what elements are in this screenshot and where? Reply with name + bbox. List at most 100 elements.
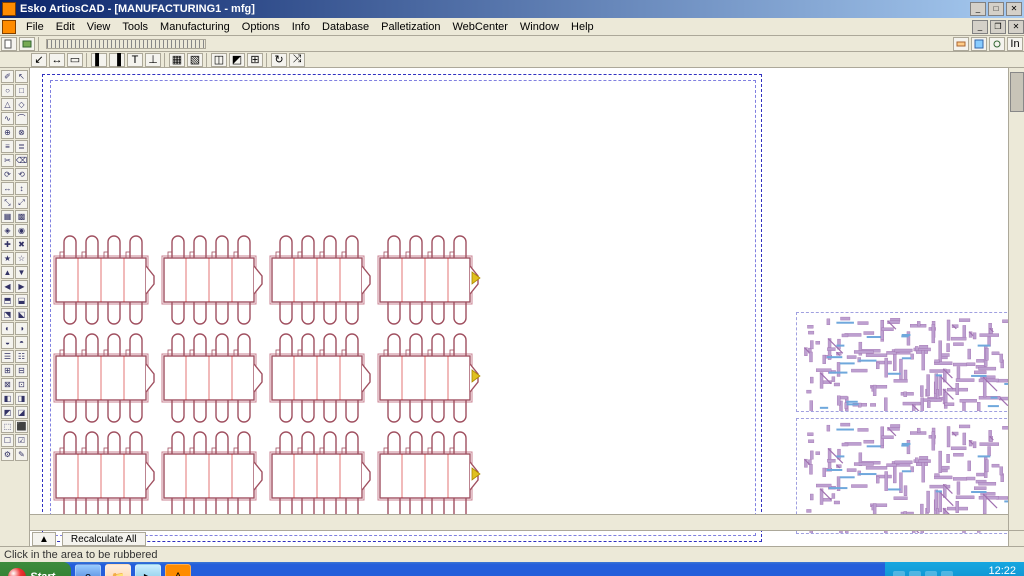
tool-1[interactable]: ↖ bbox=[15, 70, 28, 83]
tool-35[interactable]: ⬕ bbox=[15, 308, 28, 321]
tool-54[interactable]: ⚙ bbox=[1, 448, 14, 461]
tool-26[interactable]: ★ bbox=[1, 252, 14, 265]
sec-btn-11[interactable]: ◩ bbox=[229, 53, 245, 67]
tool-32[interactable]: ⬒ bbox=[1, 294, 14, 307]
horizontal-scrollbar[interactable] bbox=[30, 514, 1008, 530]
tool-8[interactable]: ⊕ bbox=[1, 126, 14, 139]
tool-40[interactable]: ☰ bbox=[1, 350, 14, 363]
tool-42[interactable]: ⊞ bbox=[1, 364, 14, 377]
sec-btn-13[interactable]: ↻ bbox=[271, 53, 287, 67]
taskbar-ie-icon[interactable]: e bbox=[75, 564, 101, 576]
mdi-restore-button[interactable]: ❐ bbox=[990, 20, 1006, 34]
menu-help[interactable]: Help bbox=[565, 20, 600, 34]
menu-file[interactable]: File bbox=[20, 20, 50, 34]
tool-27[interactable]: ☆ bbox=[15, 252, 28, 265]
tool-3[interactable]: □ bbox=[15, 84, 28, 97]
taskbar-app-icon[interactable]: A bbox=[165, 564, 191, 576]
sec-btn-2[interactable]: ↔ bbox=[49, 53, 65, 67]
tool-5[interactable]: ◇ bbox=[15, 98, 28, 111]
sec-btn-7[interactable]: ⊥ bbox=[145, 53, 161, 67]
menu-database[interactable]: Database bbox=[316, 20, 375, 34]
tool-23[interactable]: ◉ bbox=[15, 224, 28, 237]
menu-tools[interactable]: Tools bbox=[116, 20, 154, 34]
tool-22[interactable]: ◈ bbox=[1, 224, 14, 237]
tool-33[interactable]: ⬓ bbox=[15, 294, 28, 307]
tool-46[interactable]: ◧ bbox=[1, 392, 14, 405]
recalculate-button[interactable]: Recalculate All bbox=[62, 532, 146, 546]
tool-14[interactable]: ⟳ bbox=[1, 168, 14, 181]
mdi-close-button[interactable]: ✕ bbox=[1008, 20, 1024, 34]
toolbar-btn-2[interactable] bbox=[19, 37, 35, 51]
taskbar-media-icon[interactable]: ▶ bbox=[135, 564, 161, 576]
toolbar-btn-refresh[interactable] bbox=[989, 37, 1005, 51]
menu-manufacturing[interactable]: Manufacturing bbox=[154, 20, 236, 34]
toolbar-btn-layer[interactable] bbox=[953, 37, 969, 51]
tool-28[interactable]: ▲ bbox=[1, 266, 14, 279]
tool-17[interactable]: ↕ bbox=[15, 182, 28, 195]
toolbar-btn-view[interactable] bbox=[971, 37, 987, 51]
taskbar-explorer-icon[interactable]: 📁 bbox=[105, 564, 131, 576]
tool-41[interactable]: ☷ bbox=[15, 350, 28, 363]
tool-37[interactable]: ◑ bbox=[15, 322, 28, 335]
tool-44[interactable]: ⊠ bbox=[1, 378, 14, 391]
sec-btn-3[interactable]: ▭ bbox=[67, 53, 83, 67]
tool-18[interactable]: ⤡ bbox=[1, 196, 14, 209]
tool-2[interactable]: ○ bbox=[1, 84, 14, 97]
sec-btn-6[interactable]: T bbox=[127, 53, 143, 67]
tool-51[interactable]: ⬛ bbox=[15, 420, 28, 433]
tray-icon-1[interactable] bbox=[893, 571, 905, 576]
toolbar-btn-info[interactable]: In bbox=[1007, 37, 1023, 51]
sec-btn-10[interactable]: ◫ bbox=[211, 53, 227, 67]
tool-11[interactable]: ≣ bbox=[15, 140, 28, 153]
tool-49[interactable]: ◪ bbox=[15, 406, 28, 419]
maximize-button[interactable]: □ bbox=[988, 2, 1004, 16]
tool-34[interactable]: ⬔ bbox=[1, 308, 14, 321]
tool-30[interactable]: ◀ bbox=[1, 280, 14, 293]
menu-options[interactable]: Options bbox=[236, 20, 286, 34]
sec-btn-8[interactable]: ▦ bbox=[169, 53, 185, 67]
start-button[interactable]: Start bbox=[0, 562, 71, 576]
tool-55[interactable]: ✎ bbox=[15, 448, 28, 461]
tool-21[interactable]: ▩ bbox=[15, 210, 28, 223]
tool-13[interactable]: ⌫ bbox=[15, 154, 28, 167]
sec-btn-9[interactable]: ▧ bbox=[187, 53, 203, 67]
close-button[interactable]: ✕ bbox=[1006, 2, 1022, 16]
tool-47[interactable]: ◨ bbox=[15, 392, 28, 405]
tool-7[interactable]: ⌒ bbox=[15, 112, 28, 125]
vertical-scrollbar[interactable] bbox=[1008, 68, 1024, 546]
menu-info[interactable]: Info bbox=[286, 20, 316, 34]
sec-btn-1[interactable]: ↙ bbox=[31, 53, 47, 67]
tool-16[interactable]: ↔ bbox=[1, 182, 14, 195]
tool-19[interactable]: ⤢ bbox=[15, 196, 28, 209]
menu-webcenter[interactable]: WebCenter bbox=[446, 20, 513, 34]
tool-25[interactable]: ✖ bbox=[15, 238, 28, 251]
tray-icon-2[interactable] bbox=[909, 571, 921, 576]
tool-31[interactable]: ▶ bbox=[15, 280, 28, 293]
tool-48[interactable]: ◩ bbox=[1, 406, 14, 419]
toolbar-btn-1[interactable] bbox=[1, 37, 17, 51]
tool-36[interactable]: ◐ bbox=[1, 322, 14, 335]
layer-tab[interactable]: ▲ bbox=[32, 532, 56, 546]
minimize-button[interactable]: _ bbox=[970, 2, 986, 16]
tool-4[interactable]: △ bbox=[1, 98, 14, 111]
tool-39[interactable]: ◓ bbox=[15, 336, 28, 349]
tool-6[interactable]: ∿ bbox=[1, 112, 14, 125]
vscroll-thumb[interactable] bbox=[1010, 72, 1024, 112]
tool-9[interactable]: ⊗ bbox=[15, 126, 28, 139]
mdi-minimize-button[interactable]: _ bbox=[972, 20, 988, 34]
system-clock[interactable]: 12:22 01.09.2014 bbox=[961, 565, 1016, 576]
tool-24[interactable]: ✚ bbox=[1, 238, 14, 251]
tool-29[interactable]: ▼ bbox=[15, 266, 28, 279]
tray-icon-3[interactable] bbox=[925, 571, 937, 576]
tool-20[interactable]: ▦ bbox=[1, 210, 14, 223]
tool-45[interactable]: ⊡ bbox=[15, 378, 28, 391]
menu-palletization[interactable]: Palletization bbox=[375, 20, 446, 34]
tool-0[interactable]: ✐ bbox=[1, 70, 14, 83]
sec-btn-14[interactable]: ⤨ bbox=[289, 53, 305, 67]
tool-52[interactable]: ☐ bbox=[1, 434, 14, 447]
tool-43[interactable]: ⊟ bbox=[15, 364, 28, 377]
tool-10[interactable]: ≡ bbox=[1, 140, 14, 153]
tool-53[interactable]: ☑ bbox=[15, 434, 28, 447]
tool-50[interactable]: ⬚ bbox=[1, 420, 14, 433]
tool-38[interactable]: ◒ bbox=[1, 336, 14, 349]
